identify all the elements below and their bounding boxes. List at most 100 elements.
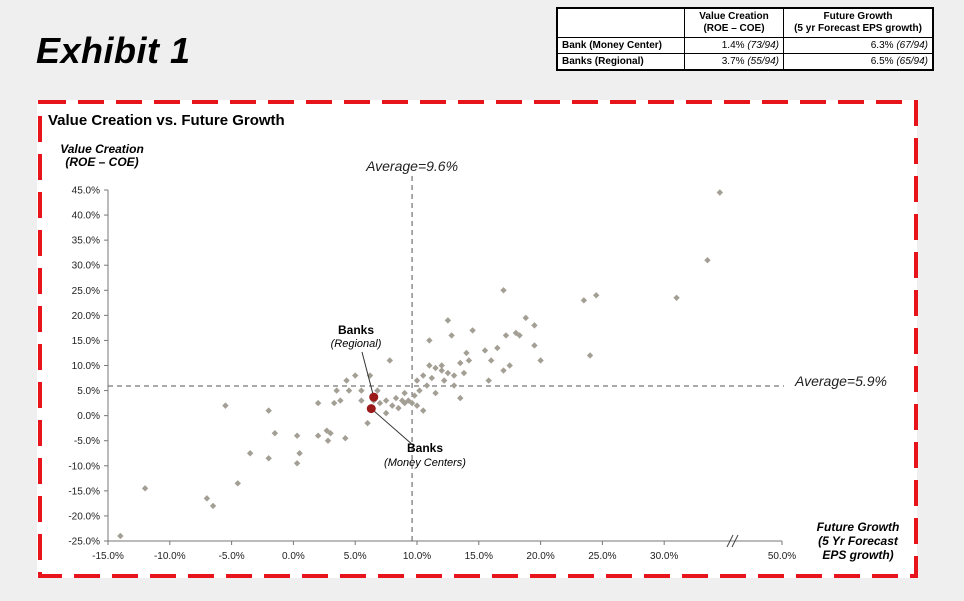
data-point bbox=[432, 364, 439, 372]
money-center-banks-point bbox=[366, 404, 376, 414]
data-point bbox=[392, 394, 400, 402]
table-header-empty bbox=[556, 7, 685, 38]
y-tick-label: -5.0% bbox=[74, 436, 100, 447]
regional-leader-line bbox=[361, 351, 375, 398]
data-point bbox=[460, 369, 468, 377]
data-point bbox=[408, 399, 416, 407]
data-point bbox=[376, 399, 384, 407]
y-tick-label: 30.0% bbox=[72, 261, 100, 272]
data-point bbox=[209, 502, 217, 510]
data-point bbox=[374, 387, 381, 394]
y-tick-label: -15.0% bbox=[68, 486, 100, 497]
data-point bbox=[271, 429, 279, 437]
exhibit-title: Exhibit 1 bbox=[36, 30, 191, 71]
data-point bbox=[296, 450, 303, 457]
table-row: Bank (Money Center) 1.4% (73/94) 6.3% (6… bbox=[556, 37, 934, 54]
chart-title: Value Creation vs. Future Growth bbox=[48, 112, 285, 129]
data-point bbox=[324, 437, 332, 444]
data-point bbox=[330, 399, 338, 407]
data-point bbox=[358, 397, 365, 404]
fg-rank: (67/94) bbox=[896, 40, 928, 51]
data-point bbox=[382, 409, 390, 417]
data-point bbox=[500, 367, 507, 374]
average-y-label: Average=5.9% bbox=[794, 373, 887, 389]
data-point bbox=[531, 342, 538, 349]
data-point bbox=[522, 314, 529, 322]
header-fg-line2: (5 yr Forecast EPS growth) bbox=[794, 23, 922, 34]
data-point bbox=[382, 397, 390, 404]
x-tick-label: 10.0% bbox=[403, 551, 431, 562]
data-point bbox=[265, 407, 272, 414]
vc-rank: (73/94) bbox=[747, 40, 779, 51]
data-point bbox=[432, 389, 439, 397]
money-center-leader-line bbox=[370, 408, 415, 447]
data-point bbox=[494, 344, 501, 352]
money-center-banks-label: Banks bbox=[407, 441, 443, 455]
data-point bbox=[389, 402, 396, 409]
data-point bbox=[450, 372, 458, 379]
y-tick-label: 15.0% bbox=[72, 336, 100, 347]
axes: -25.0% -20.0% -15.0% -10.0% -5.0% 0.0% 5.0% 10.… bbox=[68, 186, 796, 563]
axis-break-mark bbox=[726, 534, 734, 548]
data-point bbox=[481, 347, 489, 354]
summary-table: Value Creation (ROE – COE) Future Growth… bbox=[556, 7, 934, 71]
data-point bbox=[450, 382, 458, 389]
y-tick-label: 45.0% bbox=[72, 186, 100, 197]
header-vc-line2: (ROE – COE) bbox=[703, 23, 765, 34]
data-point bbox=[203, 495, 211, 502]
row-label: Banks (Regional) bbox=[556, 53, 685, 71]
regional-banks-label: Banks bbox=[338, 323, 374, 337]
data-point bbox=[327, 429, 334, 437]
data-point bbox=[337, 397, 344, 404]
data-point bbox=[586, 352, 594, 359]
data-point bbox=[426, 337, 433, 344]
y-tick-label: -25.0% bbox=[68, 537, 100, 548]
fg-value: 6.5% bbox=[870, 56, 894, 67]
data-point bbox=[426, 362, 433, 369]
y-tick-label: 35.0% bbox=[72, 236, 100, 247]
y-tick-label: 20.0% bbox=[72, 311, 100, 322]
data-point bbox=[416, 387, 423, 394]
data-point bbox=[419, 407, 427, 414]
x-tick-label: -15.0% bbox=[92, 551, 124, 562]
y-tick-label: -20.0% bbox=[68, 511, 100, 522]
data-point bbox=[265, 455, 272, 462]
axis-break-mark bbox=[731, 534, 739, 548]
data-point bbox=[485, 377, 492, 384]
header-vc-line1: Value Creation bbox=[699, 11, 769, 22]
y-axis-label-line2: (ROE – COE) bbox=[65, 155, 138, 169]
money-center-banks-sublabel: (Money Centers) bbox=[384, 457, 466, 469]
y-tick-label: 25.0% bbox=[72, 286, 100, 297]
data-point bbox=[438, 362, 445, 369]
data-point bbox=[531, 322, 538, 329]
header-fg-line1: Future Growth bbox=[823, 11, 893, 22]
data-points bbox=[117, 189, 724, 540]
fg-value: 6.3% bbox=[870, 40, 894, 51]
data-point bbox=[246, 450, 254, 457]
data-point bbox=[419, 372, 427, 379]
data-point bbox=[593, 292, 600, 299]
data-point bbox=[411, 392, 418, 399]
data-point bbox=[673, 294, 680, 302]
y-tick-label: -10.0% bbox=[68, 461, 100, 472]
data-point bbox=[444, 317, 452, 324]
average-lines: Average=9.6% Average=5.9% bbox=[108, 158, 887, 541]
x-axis-label-line3: EPS growth) bbox=[822, 548, 893, 562]
y-tick-label: 40.0% bbox=[72, 211, 100, 222]
data-point bbox=[141, 485, 149, 492]
data-point bbox=[413, 402, 421, 409]
data-point bbox=[314, 399, 322, 407]
chart-panel bbox=[37, 100, 917, 578]
data-point bbox=[465, 357, 473, 364]
data-point bbox=[580, 297, 588, 304]
data-point bbox=[463, 349, 470, 357]
highlight-points: Banks(Regional)Banks(Money Centers) bbox=[331, 323, 467, 469]
x-tick-label: -5.0% bbox=[219, 551, 245, 562]
row-label: Bank (Money Center) bbox=[556, 37, 685, 54]
data-point bbox=[117, 532, 124, 540]
data-point bbox=[413, 377, 421, 384]
data-point bbox=[333, 387, 340, 394]
data-point bbox=[444, 369, 452, 377]
data-point bbox=[457, 359, 464, 367]
data-point bbox=[428, 374, 436, 382]
